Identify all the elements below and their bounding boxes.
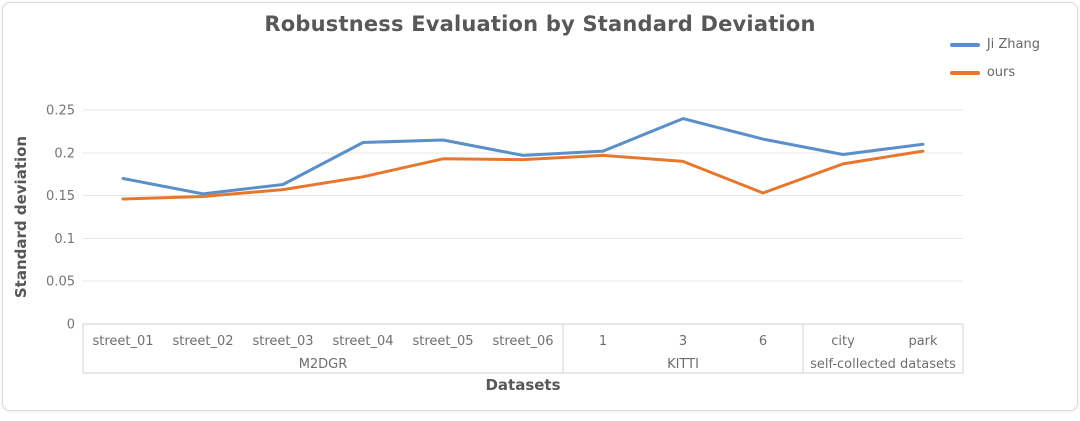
- legend-item-ji-zhang[interactable]: Ji Zhang: [949, 37, 1040, 52]
- x-category-label: street_03: [252, 334, 313, 349]
- y-tick-label: 0: [67, 318, 75, 333]
- x-category-label: city: [831, 334, 855, 349]
- series-line-ours[interactable]: [121, 149, 925, 201]
- legend-label-ours: ours: [986, 65, 1016, 80]
- x-category-label: 3: [679, 334, 687, 349]
- legend-swatch-ji-zhang: [949, 42, 980, 47]
- legend-swatch-ours: [949, 70, 980, 75]
- legend-item-ours[interactable]: ours: [949, 65, 1040, 80]
- chart-card: 0 0.05 0.1 0.15 0.2 0.25 street_01 street_02 str…: [2, 2, 1078, 411]
- y-tick-label: 0.05: [46, 275, 75, 290]
- y-axis-title: Standard deviation: [12, 135, 30, 299]
- x-category-label: 1: [599, 334, 607, 349]
- x-group-label: M2DGR: [299, 357, 348, 372]
- y-tick-label: 0.2: [54, 146, 75, 161]
- x-category-label: park: [908, 334, 938, 349]
- x-category-label: street_06: [492, 334, 553, 349]
- series-line-ji-zhang[interactable]: [121, 117, 925, 196]
- y-tick-label: 0.1: [54, 232, 75, 247]
- legend: Ji Zhang ours: [949, 37, 1040, 80]
- x-group-label: self-collected datasets: [810, 357, 956, 372]
- x-category-label: street_02: [172, 334, 233, 349]
- plot-area: 0 0.05 0.1 0.15 0.2 0.25 street_01 street_02 str…: [46, 104, 964, 374]
- y-tick-label: 0.25: [46, 104, 75, 119]
- legend-label-ji-zhang: Ji Zhang: [986, 37, 1040, 52]
- chart-title: Robustness Evaluation by Standard Deviat…: [264, 12, 816, 36]
- x-axis-title: Datasets: [485, 376, 561, 394]
- x-group-label: KITTI: [667, 357, 699, 372]
- x-category-label: street_04: [332, 334, 393, 349]
- y-tick-label: 0.15: [46, 189, 75, 204]
- x-category-label: 6: [759, 334, 767, 349]
- x-category-label: street_01: [92, 334, 153, 349]
- x-category-label: street_05: [412, 334, 473, 349]
